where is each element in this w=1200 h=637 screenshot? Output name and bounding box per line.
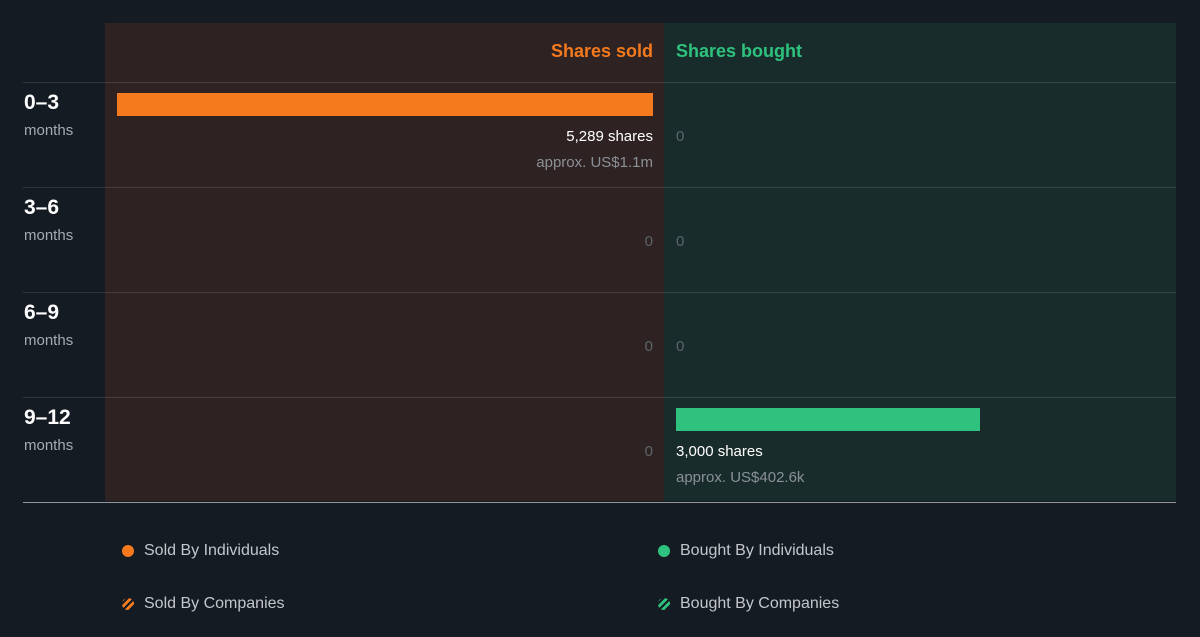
sold-zero-label: 0 xyxy=(644,443,653,460)
legend-dot-icon xyxy=(122,545,134,557)
legend-dot-icon xyxy=(658,545,670,557)
bought-shares-label: 3,000 shares xyxy=(676,443,763,460)
row-unit: months xyxy=(24,122,74,139)
shares-bought-header: Shares bought xyxy=(676,41,803,61)
bought-zero-label: 0 xyxy=(676,233,685,250)
row-divider xyxy=(23,187,1176,188)
row-unit: months xyxy=(24,332,74,349)
row-range: 3–6 xyxy=(24,196,60,219)
shares-sold-header: Shares sold xyxy=(550,41,653,61)
bought-bar xyxy=(676,408,981,431)
row-divider xyxy=(23,502,1176,503)
legend-hatched-icon xyxy=(122,598,134,610)
row-label: 6–9 months xyxy=(24,300,73,351)
row-unit: months xyxy=(24,227,74,244)
sold-shares-label: 5,289 shares xyxy=(566,128,653,145)
bought-zero-label: 0 xyxy=(676,338,685,355)
row-label: 9–12 months xyxy=(24,405,73,456)
sold-bar xyxy=(117,93,653,116)
row-label: 3–6 months xyxy=(24,195,73,246)
legend-label: Sold By Companies xyxy=(144,595,285,612)
sold-value-label: approx. US$1.1m xyxy=(536,154,653,171)
row-range: 9–12 xyxy=(24,406,71,429)
legend-label: Sold By Individuals xyxy=(144,542,280,559)
bought-zero-label: 0 xyxy=(676,128,685,145)
legend-item: Bought By Companies xyxy=(658,594,839,614)
row-divider xyxy=(23,397,1176,398)
row-label: 0–3 months xyxy=(24,90,73,141)
bought-value-label: approx. US$402.6k xyxy=(676,469,805,486)
legend-item: Bought By Individuals xyxy=(658,541,834,561)
row-unit: months xyxy=(24,437,74,454)
legend-label: Bought By Individuals xyxy=(680,542,834,559)
row-divider xyxy=(23,82,1176,83)
sold-zero-label: 0 xyxy=(644,233,653,250)
row-range: 6–9 xyxy=(24,301,60,324)
row-divider xyxy=(23,292,1176,293)
legend-hatched-icon xyxy=(658,598,670,610)
legend-item: Sold By Individuals xyxy=(122,541,279,561)
row-range: 0–3 xyxy=(24,91,60,114)
legend-label: Bought By Companies xyxy=(680,595,840,612)
sold-zero-label: 0 xyxy=(644,338,653,355)
legend-item: Sold By Companies xyxy=(122,594,285,614)
